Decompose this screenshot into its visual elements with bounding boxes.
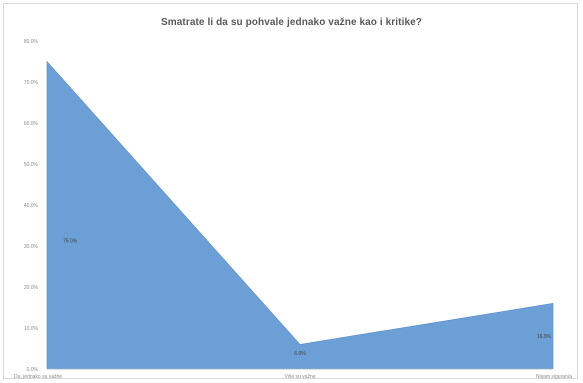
data-labels: 75.0% 6.0% 16.0% xyxy=(63,238,552,357)
y-tick-label: 60.0% xyxy=(24,121,39,127)
y-tick-label: 40.0% xyxy=(24,203,39,209)
y-tick-label: 80.0% xyxy=(24,39,39,45)
y-tick-label: 10.0% xyxy=(24,326,39,332)
x-category-label: Više su važne xyxy=(284,374,315,380)
data-label: 75.0% xyxy=(63,238,78,244)
plot-area xyxy=(46,60,554,370)
y-tick-label: 50.0% xyxy=(24,162,39,168)
y-axis: 0.0% 10.0% 20.0% 30.0% 40.0% 50.0% 60.0% 70.0% 8… xyxy=(24,39,39,373)
x-category-label: Da, jednako su važne xyxy=(14,374,62,380)
data-label: 16.0% xyxy=(537,334,552,340)
data-label: 6.0% xyxy=(294,351,306,357)
area-series xyxy=(46,60,554,370)
y-tick-label: 0.0% xyxy=(27,367,39,373)
y-tick-label: 30.0% xyxy=(24,244,39,250)
y-tick-label: 20.0% xyxy=(24,285,39,291)
x-axis: Da, jednako su važne Više su važne Nisam s… xyxy=(14,374,572,380)
x-category-label: Nisam siguran/a xyxy=(536,374,572,380)
y-tick-label: 70.0% xyxy=(24,80,39,86)
chart-title: Smatrate li da su pohvale jednako važne … xyxy=(160,17,423,28)
